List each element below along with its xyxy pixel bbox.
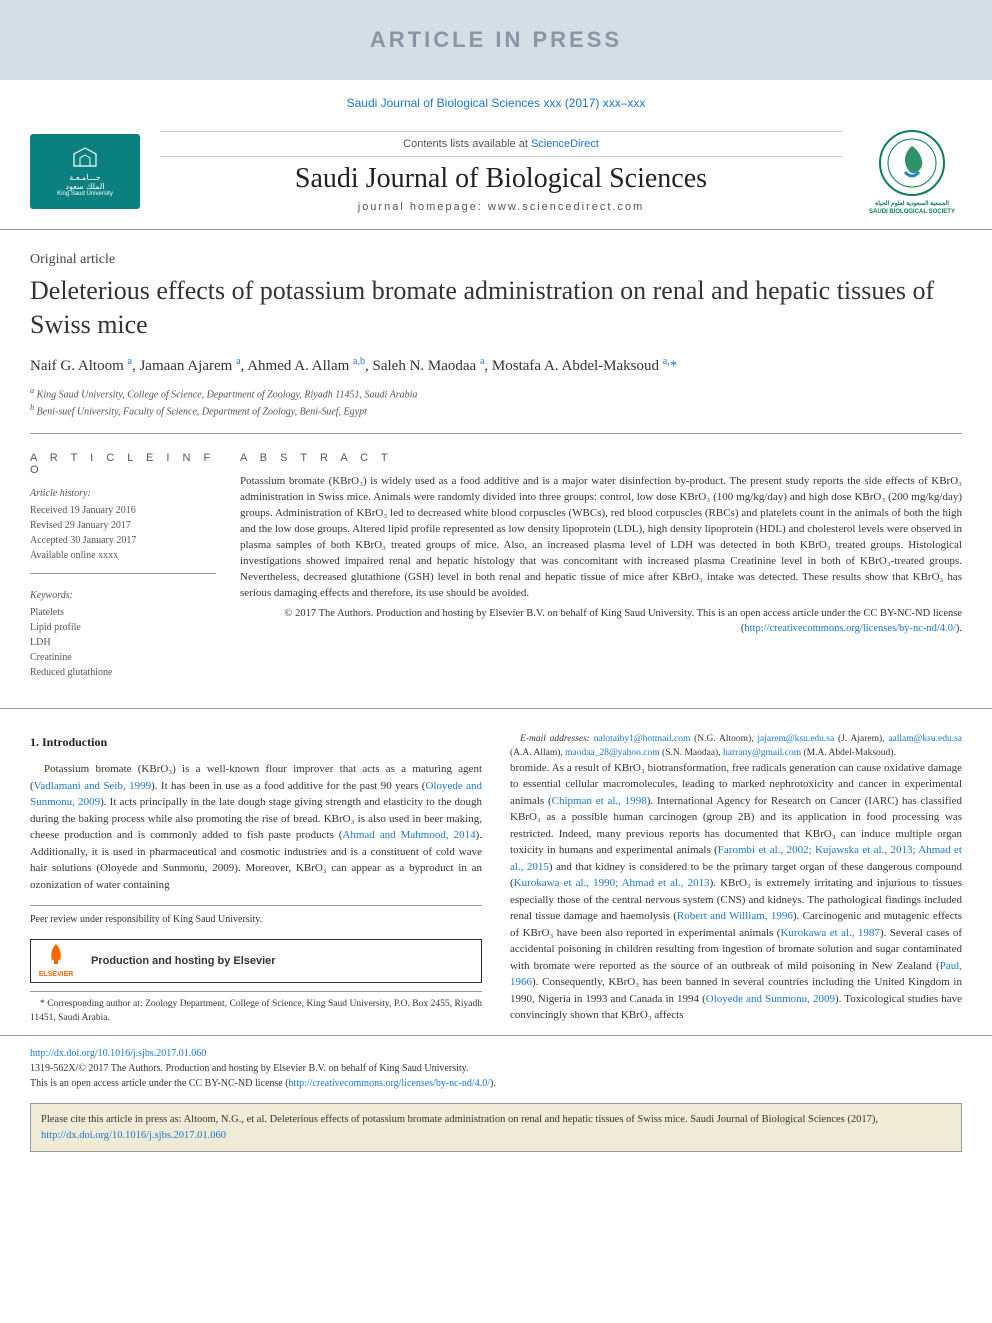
abstract-heading: A B S T R A C T: [240, 452, 962, 464]
article-in-press-banner: ARTICLE IN PRESS: [0, 0, 992, 80]
citation-doi-link[interactable]: http://dx.doi.org/10.1016/j.sjbs.2017.01…: [41, 1130, 226, 1141]
elsevier-tree-icon: [42, 942, 70, 966]
society-name-en: SAUDI BIOLOGICAL SOCIETY: [862, 209, 962, 215]
history-online: Available online xxxx: [30, 548, 216, 563]
society-logo: الجمعية السعودية لعلوم الحياة SAUDI BIOL…: [862, 128, 962, 215]
society-crest-icon: [877, 128, 947, 198]
affiliations: a King Saud University, College of Scien…: [30, 385, 962, 435]
abstract-copyright: © 2017 The Authors. Production and hosti…: [240, 606, 962, 636]
history-accepted: Accepted 30 January 2017: [30, 533, 216, 548]
doi-link[interactable]: http://dx.doi.org/10.1016/j.sjbs.2017.01…: [30, 1048, 206, 1059]
article-type: Original article: [30, 252, 962, 268]
citation-box: Please cite this article in press as: Al…: [30, 1103, 962, 1153]
footer-license-line: This is an open access article under the…: [30, 1076, 962, 1091]
footer-license-close: ).: [490, 1078, 496, 1089]
affiliation-b-text: Beni-suef University, Faculty of Science…: [37, 406, 367, 417]
keyword-0: Platelets: [30, 605, 216, 620]
article-info-column: A R T I C L E I N F O Article history: R…: [30, 452, 240, 694]
journal-homepage: journal homepage: www.sciencedirect.com: [160, 201, 842, 213]
hosting-text: Production and hosting by Elsevier: [81, 953, 276, 970]
email-addresses: E-mail addresses: nalotaiby1@hotmail.com…: [510, 733, 962, 760]
article-info-heading: A R T I C L E I N F O: [30, 452, 216, 476]
elsevier-label: ELSEVIER: [33, 970, 79, 981]
article-meta: Original article Deleterious effects of …: [0, 230, 992, 434]
journal-issue-line: Saudi Journal of Biological Sciences xxx…: [0, 80, 992, 120]
keyword-4: Reduced glutathione: [30, 665, 216, 680]
affiliation-a: a King Saud University, College of Scien…: [30, 385, 962, 402]
society-name-ar: الجمعية السعودية لعلوم الحياة: [862, 200, 962, 207]
info-abstract-row: A R T I C L E I N F O Article history: R…: [0, 434, 992, 709]
affiliation-b: b Beni-suef University, Faculty of Scien…: [30, 402, 962, 419]
ksu-logo-line1: جـــامـعـة: [69, 173, 101, 182]
peer-review-note: Peer review under responsibility of King…: [30, 905, 482, 927]
journal-header: جـــامـعـة الملك سعود King Saud Universi…: [0, 120, 992, 230]
contents-line: Contents lists available at ScienceDirec…: [160, 131, 842, 157]
article-body: 1. Introduction Potassium bromate (KBrO₃…: [0, 709, 992, 1035]
issn-copyright-line: 1319-562X/© 2017 The Authors. Production…: [30, 1061, 962, 1076]
article-title: Deleterious effects of potassium bromate…: [30, 274, 962, 342]
contents-prefix: Contents lists available at: [403, 138, 531, 150]
intro-paragraph-2: bromide. As a result of KBrO₃ biotransfo…: [510, 760, 962, 1024]
citation-text: Please cite this article in press as: Al…: [41, 1114, 878, 1125]
header-center: Contents lists available at ScienceDirec…: [140, 131, 862, 213]
history-revised: Revised 29 January 2017: [30, 518, 216, 533]
keyword-2: LDH: [30, 635, 216, 650]
journal-title: Saudi Journal of Biological Sciences: [160, 163, 842, 195]
corresponding-author-text: * Corresponding author at: Zoology Depar…: [30, 998, 482, 1025]
footer: http://dx.doi.org/10.1016/j.sjbs.2017.01…: [0, 1035, 992, 1103]
intro-paragraph-1: Potassium bromate (KBrO₃) is a well-know…: [30, 761, 482, 893]
footer-license-link[interactable]: http://creativecommons.org/licenses/by-n…: [289, 1078, 490, 1089]
banner-text: ARTICLE IN PRESS: [370, 27, 622, 53]
authors-list: Naif G. Altoom a, Jamaan Ajarem a, Ahmed…: [30, 356, 962, 375]
elsevier-logo: ELSEVIER: [31, 940, 81, 983]
sciencedirect-link[interactable]: ScienceDirect: [531, 138, 599, 150]
history-received: Received 19 January 2016: [30, 503, 216, 518]
ksu-crest-icon: [70, 146, 100, 170]
ksu-logo-line2: الملك سعود: [65, 182, 104, 191]
keyword-1: Lipid profile: [30, 620, 216, 635]
journal-issue-link[interactable]: Saudi Journal of Biological Sciences xxx…: [347, 96, 646, 110]
cc-license-link[interactable]: http://creativecommons.org/licenses/by-n…: [744, 623, 956, 634]
copyright-close: ).: [956, 623, 962, 634]
introduction-heading: 1. Introduction: [30, 733, 482, 751]
history-label: Article history:: [30, 486, 216, 501]
keyword-3: Creatinine: [30, 650, 216, 665]
affiliation-a-text: King Saud University, College of Science…: [37, 389, 418, 400]
ksu-logo-line3: King Saud University: [57, 191, 113, 197]
abstract-text: Potassium bromate (KBrO₃) is widely used…: [240, 474, 962, 602]
keywords-label: Keywords:: [30, 588, 216, 603]
footer-license-text: This is an open access article under the…: [30, 1078, 289, 1089]
ksu-logo: جـــامـعـة الملك سعود King Saud Universi…: [30, 134, 140, 209]
abstract-column: A B S T R A C T Potassium bromate (KBrO₃…: [240, 452, 962, 694]
hosting-box: ELSEVIER Production and hosting by Elsev…: [30, 939, 482, 983]
